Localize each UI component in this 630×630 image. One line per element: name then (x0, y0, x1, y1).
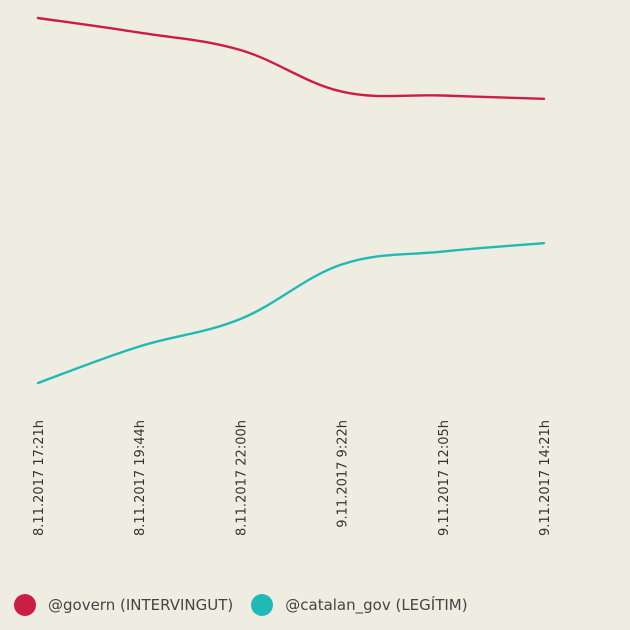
series-line-1[interactable] (36, 241, 546, 385)
legend-marker-govern (14, 594, 36, 616)
x-tick-labels: 8.11.2017 17:21h 8.11.2017 19:44h 8.11.201… (32, 420, 553, 536)
legend: @govern (INTERVINGUT) @catalan_gov (LEGÍ… (14, 594, 486, 616)
chart-plot: 8.11.2017 17:21h 8.11.2017 19:44h 8.11.201… (32, 16, 553, 536)
legend-item-govern[interactable]: @govern (INTERVINGUT) (14, 594, 233, 616)
x-tick-label: 8.11.2017 22:00h (234, 420, 249, 536)
x-tick-label: 9.11.2017 12:05h (437, 420, 452, 536)
x-tick-label: 9.11.2017 14:21h (538, 420, 553, 536)
legend-item-catalan-gov[interactable]: @catalan_gov (LEGÍTIM) (251, 594, 468, 616)
legend-label-catalan-gov: @catalan_gov (LEGÍTIM) (285, 596, 468, 614)
x-tick-label: 8.11.2017 19:44h (133, 420, 148, 536)
series-lines (36, 16, 546, 385)
x-tick-label: 8.11.2017 17:21h (32, 420, 47, 536)
series-line-0[interactable] (36, 16, 546, 101)
legend-label-govern: @govern (INTERVINGUT) (48, 596, 234, 614)
x-tick-label: 9.11.2017 9:22h (336, 420, 351, 528)
legend-marker-catalan-gov (251, 594, 274, 616)
